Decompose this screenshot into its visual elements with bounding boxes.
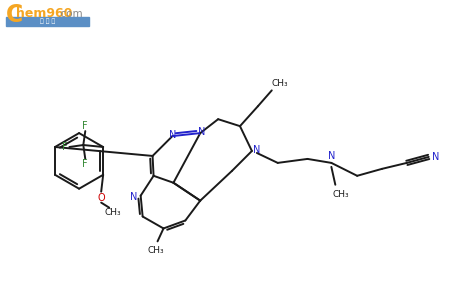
Text: N: N bbox=[198, 127, 205, 137]
Text: F: F bbox=[62, 142, 67, 152]
Text: CH₃: CH₃ bbox=[147, 246, 164, 255]
Text: N: N bbox=[432, 152, 439, 162]
Bar bbox=[6, 17, 89, 26]
Text: CH₃: CH₃ bbox=[272, 79, 288, 88]
Text: F: F bbox=[82, 159, 88, 169]
Text: F: F bbox=[82, 121, 88, 131]
Text: N: N bbox=[328, 151, 335, 161]
Text: CH₃: CH₃ bbox=[105, 208, 121, 217]
Text: CH₃: CH₃ bbox=[333, 190, 350, 199]
Text: N: N bbox=[253, 145, 261, 155]
Text: N: N bbox=[169, 130, 176, 140]
Text: .com: .com bbox=[58, 9, 84, 19]
Text: 化 工 网: 化 工 网 bbox=[40, 18, 55, 24]
Text: O: O bbox=[97, 193, 105, 203]
Text: hem960: hem960 bbox=[16, 7, 72, 21]
Text: C: C bbox=[6, 3, 23, 27]
Text: N: N bbox=[130, 192, 137, 202]
